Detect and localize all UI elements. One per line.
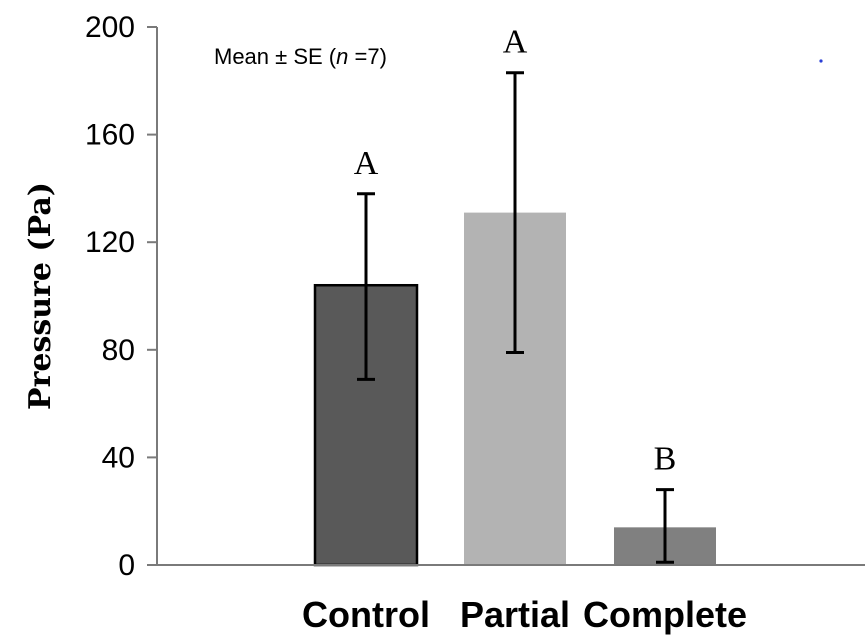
y-tick-label: 80 bbox=[102, 334, 135, 367]
category-label-partial: Partial bbox=[460, 594, 570, 635]
y-tick-label: 0 bbox=[118, 549, 135, 582]
annotation-suffix: =7) bbox=[348, 44, 387, 69]
significance-labels: A A B bbox=[354, 24, 677, 478]
error-bars bbox=[357, 71, 674, 564]
annotation-prefix: Mean ± SE ( bbox=[214, 44, 337, 69]
significance-label-complete: B bbox=[654, 441, 677, 478]
y-tick-label: 160 bbox=[85, 119, 135, 152]
annotation-text: Mean ± SE (n =7) bbox=[214, 44, 387, 69]
category-labels: Control Partial Complete bbox=[302, 594, 747, 635]
annotation-n: n bbox=[336, 44, 348, 69]
stray-dot bbox=[819, 59, 823, 63]
significance-label-partial: A bbox=[503, 24, 528, 61]
y-tick-label: 40 bbox=[102, 441, 135, 474]
category-label-complete: Complete bbox=[583, 594, 747, 635]
y-axis-label: Pressure (Pa) bbox=[23, 182, 58, 410]
y-tick-label: 200 bbox=[85, 11, 135, 44]
bars bbox=[313, 212, 716, 567]
significance-label-control: A bbox=[354, 145, 379, 182]
y-tick-label: 120 bbox=[85, 226, 135, 259]
y-axis-ticks: 0 40 80 120 160 200 bbox=[85, 11, 157, 582]
category-label-control: Control bbox=[302, 594, 430, 635]
